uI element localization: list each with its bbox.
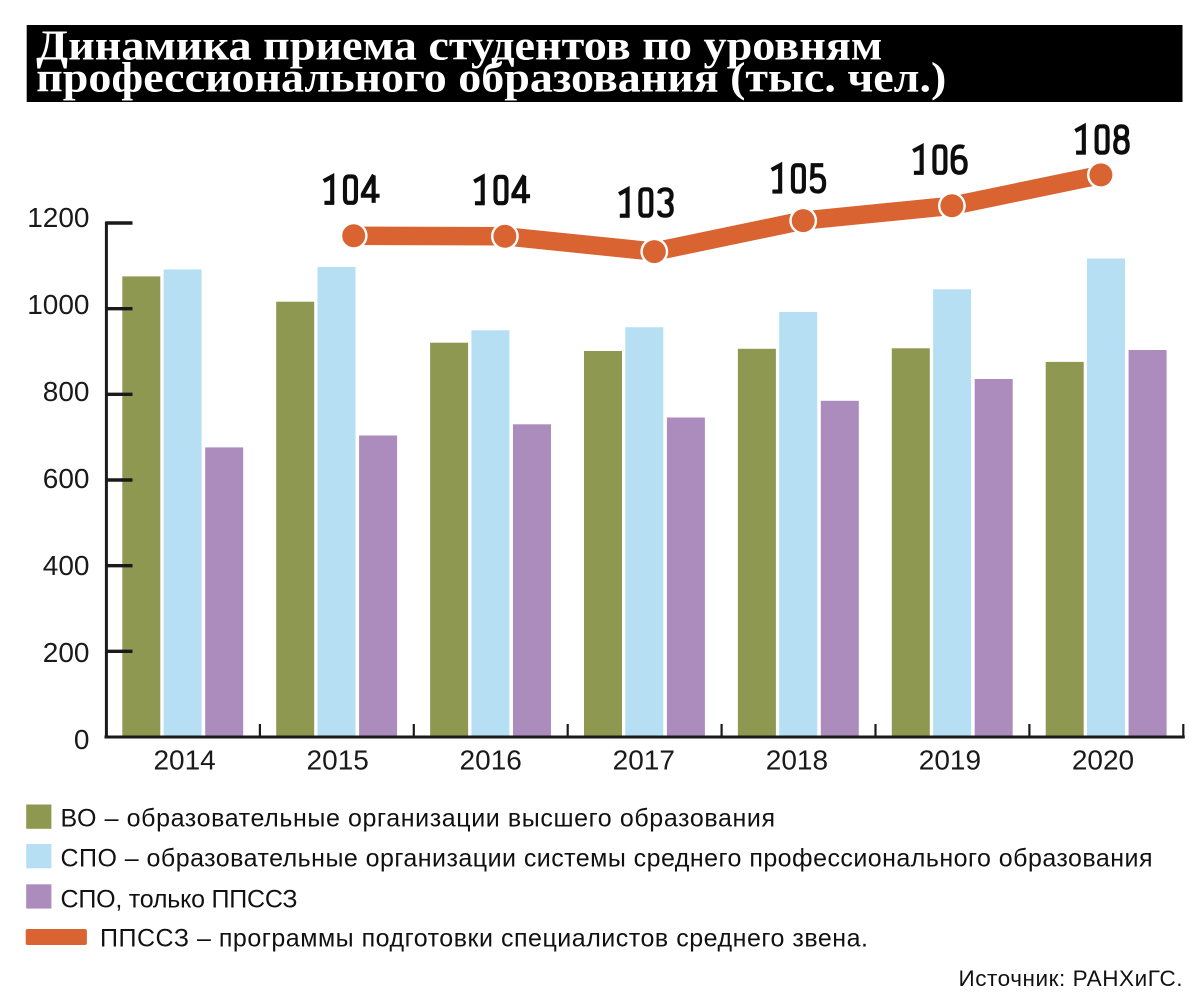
svg-text:2016: 2016 (460, 745, 522, 776)
svg-text:ВО – образовательные организац: ВО – образовательные организации высшего… (61, 805, 776, 833)
svg-text:2018: 2018 (766, 745, 828, 776)
svg-text:2019: 2019 (919, 745, 981, 776)
svg-text:Динамика приема студентов по у: Динамика приема студентов по уровням (36, 24, 882, 70)
svg-text:ППССЗ – программы подготовки с: ППССЗ – программы подготовки специалисто… (100, 925, 868, 953)
svg-text:2020: 2020 (1072, 745, 1134, 776)
svg-text:200: 200 (43, 637, 90, 668)
svg-text:Источник: РАНХиГС.: Источник: РАНХиГС. (959, 966, 1183, 991)
svg-text:400: 400 (43, 550, 90, 581)
svg-text:2017: 2017 (613, 745, 675, 776)
svg-text:2015: 2015 (307, 745, 369, 776)
svg-text:800: 800 (43, 376, 90, 407)
svg-text:СПО – образовательные организа: СПО – образовательные организации систем… (61, 845, 1153, 873)
svg-text:600: 600 (43, 463, 90, 494)
svg-text:профессионального образования: профессионального образования (тыс. чел.… (36, 56, 946, 102)
svg-text:2014: 2014 (153, 745, 215, 776)
svg-text:0: 0 (74, 724, 90, 755)
svg-text:1000: 1000 (27, 289, 89, 320)
svg-text:СПО, только ППССЗ: СПО, только ППССЗ (61, 886, 298, 914)
svg-text:1200: 1200 (27, 202, 89, 233)
